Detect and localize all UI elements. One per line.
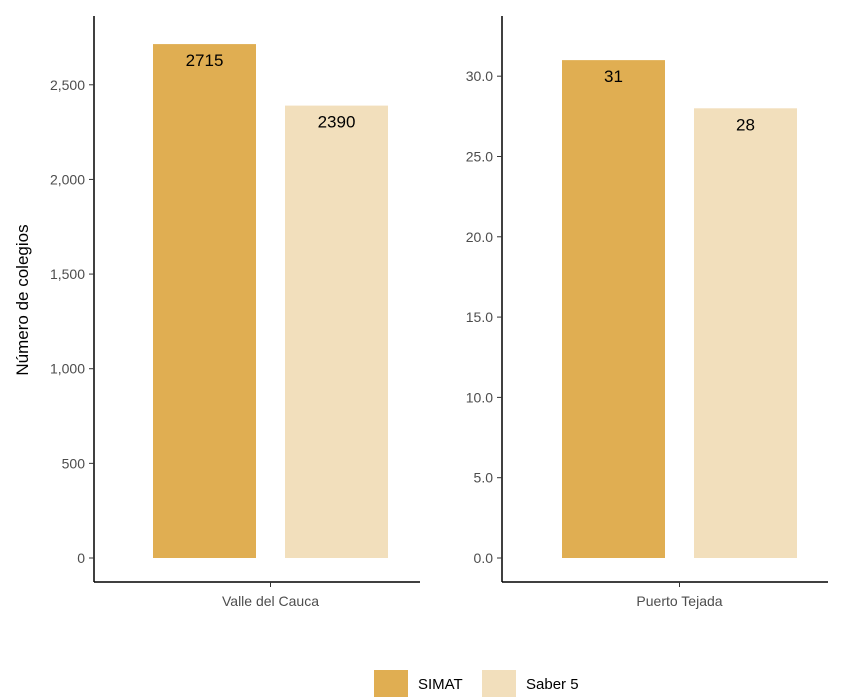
y-tick-label: 0 (77, 550, 85, 566)
y-tick-label: 30.0 (466, 68, 493, 84)
data-label-simat: 2715 (186, 51, 224, 70)
y-tick-label: 500 (62, 455, 86, 471)
y-tick-label: 25.0 (466, 148, 493, 164)
data-label-simat: 31 (604, 67, 623, 86)
bar-simat (153, 44, 256, 558)
panel-valle-del-cauca: 0 500 1,000 1,500 2,000 2,500 2715 2390 Valle de… (50, 16, 420, 609)
y-axis-title: Número de colegios (13, 224, 32, 375)
bar-simat (562, 60, 665, 558)
data-label-saber-5: 28 (736, 115, 755, 134)
x-category-label: Valle del Cauca (222, 593, 319, 609)
x-category-label: Puerto Tejada (636, 593, 722, 609)
bar-saber-5 (285, 105, 388, 558)
y-tick-label: 10.0 (466, 389, 493, 405)
y-tick-label: 0.0 (474, 550, 494, 566)
legend-key-saber-5 (482, 670, 516, 697)
legend-label-simat: SIMAT (418, 676, 463, 693)
y-tick-label: 2,500 (50, 77, 85, 93)
y-tick-label: 20.0 (466, 229, 493, 245)
y-tick-label: 1,500 (50, 266, 85, 282)
y-tick-label: 5.0 (474, 470, 494, 486)
legend: SIMAT Saber 5 (374, 670, 579, 697)
bar-saber-5 (694, 108, 797, 558)
legend-key-simat (374, 670, 408, 697)
data-label-saber-5: 2390 (318, 113, 356, 132)
panel-puerto-tejada: 0.0 5.0 10.0 15.0 20.0 25.0 30.0 31 28 Puerto Tej… (466, 16, 828, 609)
y-tick-label: 2,000 (50, 171, 85, 187)
y-tick-label: 1,000 (50, 361, 85, 377)
y-tick-label: 15.0 (466, 309, 493, 325)
legend-label-saber-5: Saber 5 (526, 676, 579, 693)
